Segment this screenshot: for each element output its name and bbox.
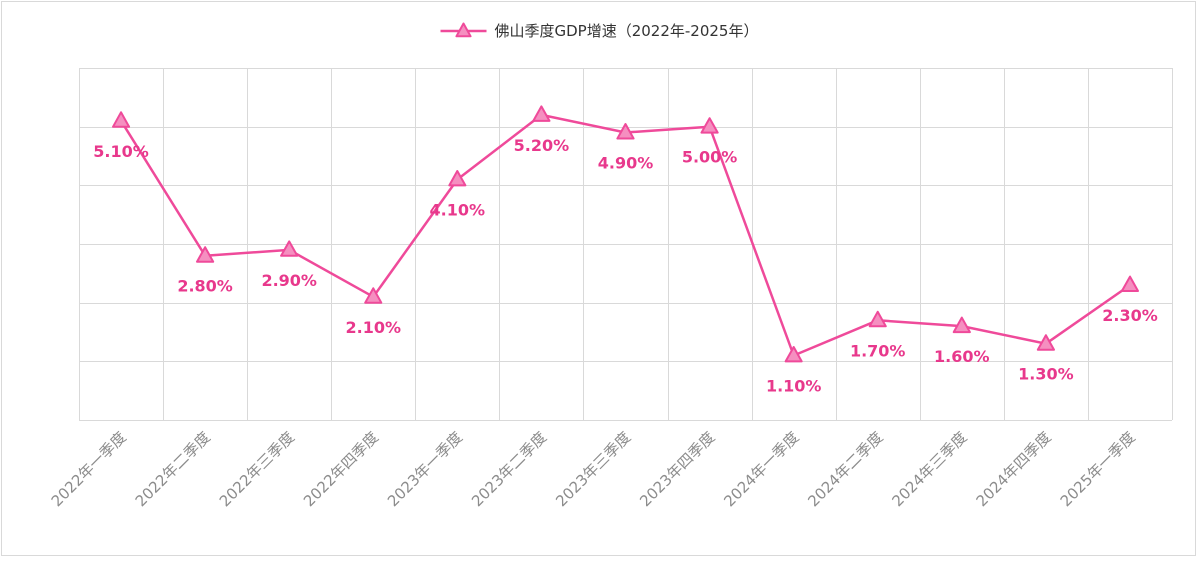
x-tick-label: 2024年三季度 [888,428,970,510]
data-label: 1.10% [766,377,822,396]
legend-label: 佛山季度GDP增速（2022年-2025年） [495,22,759,40]
series-line [119,113,1131,357]
data-label: 5.00% [682,148,738,167]
x-tick-label: 2024年二季度 [804,428,886,510]
data-point-marker[interactable] [868,310,887,328]
data-label: 2.10% [346,318,402,337]
legend-triangle-icon [455,22,472,38]
x-tick-label: 2024年一季度 [720,428,802,510]
chart-frame [1,1,1196,556]
x-tick-label: 2023年三季度 [552,428,634,510]
data-label: 2.30% [1102,306,1158,325]
data-point-marker[interactable] [280,240,299,257]
data-label: 1.70% [850,341,906,360]
data-label: 2.90% [261,271,317,290]
grid [79,68,1173,421]
data-point-marker[interactable] [448,170,467,187]
x-tick-label: 2022年四季度 [300,428,382,510]
data-label: 5.10% [93,142,149,161]
data-labels-group: 5.10% 2.80% 2.90% 2.10% 4.10% 5.20% 4.90% 5.00%… [93,136,1158,396]
legend[interactable]: 佛山季度GDP增速（2022年-2025年） [440,22,759,40]
data-label: 4.90% [598,154,654,173]
data-point-marker[interactable] [700,117,719,134]
data-point-marker[interactable] [952,316,971,334]
data-label: 2.80% [177,277,233,296]
data-point-marker[interactable] [616,123,635,140]
x-tick-label: 2025年一季度 [1057,428,1139,510]
data-point-marker[interactable] [364,287,383,304]
data-label: 1.60% [934,347,990,366]
x-tick-label: 2023年二季度 [468,428,550,510]
x-tick-label: 2023年四季度 [636,428,718,510]
data-point-marker[interactable] [196,246,215,263]
data-point-marker[interactable] [532,105,551,122]
data-point-marker[interactable] [1120,275,1139,292]
x-axis-tick-labels: 2022年一季度 2022年二季度 2022年三季度 2022年四季度 2023年一季度… [48,428,1139,510]
data-label: 5.20% [514,136,570,155]
x-tick-label: 2024年四季度 [973,428,1055,510]
x-tick-label: 2022年一季度 [48,428,130,510]
x-tick-label: 2022年二季度 [132,428,214,510]
data-label: 4.10% [430,201,486,220]
markers-group [112,105,1139,363]
data-point-marker[interactable] [784,346,803,363]
x-tick-label: 2022年三季度 [216,428,298,510]
series-line-group [119,113,1131,357]
data-point-marker[interactable] [112,111,131,128]
x-tick-label: 2023年一季度 [384,428,466,510]
data-point-marker[interactable] [1036,334,1055,351]
data-label: 1.30% [1018,365,1074,384]
